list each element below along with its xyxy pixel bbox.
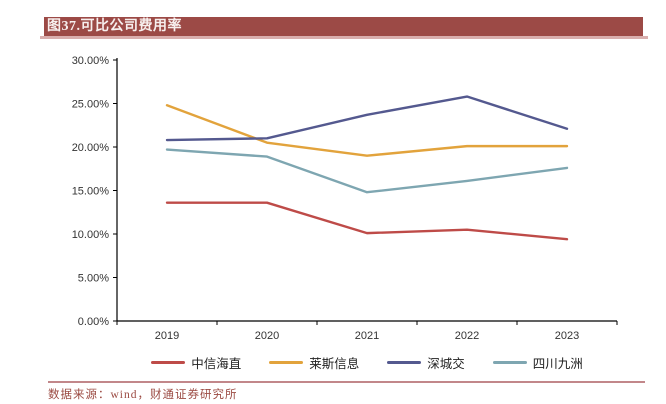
y-tick-label: 20.00% xyxy=(72,142,110,154)
y-tick-label: 15.00% xyxy=(72,186,110,198)
x-tick-label: 2020 xyxy=(255,330,279,342)
legend-swatch xyxy=(151,361,186,364)
y-tick-label: 5.00% xyxy=(78,273,109,285)
y-tick-label: 30.00% xyxy=(72,55,110,67)
x-tick-label: 2019 xyxy=(155,330,179,342)
legend-item: 中信海直 xyxy=(151,353,241,372)
legend-item: 莱斯信息 xyxy=(269,353,359,372)
legend-label: 中信海直 xyxy=(191,357,242,371)
legend-label: 莱斯信息 xyxy=(309,357,360,371)
legend-item: 四川九洲 xyxy=(492,353,583,372)
figure-title: 图37.可比公司费用率 xyxy=(47,19,182,34)
legend: 中信海直 莱斯信息 深城交 四川九洲 xyxy=(117,353,617,372)
series-line-3 xyxy=(165,148,569,194)
legend-label: 四川九洲 xyxy=(532,357,583,371)
legend-item: 深城交 xyxy=(387,353,465,372)
line-chart-svg: 0.00% 5.00% 10.00% 15.00% 20.00% 25.00% 30.00%… xyxy=(72,55,618,342)
series-line-0 xyxy=(165,201,569,241)
series-line-1 xyxy=(165,104,569,157)
x-tick-label: 2023 xyxy=(555,330,579,342)
legend-swatch xyxy=(492,361,527,364)
y-tick-label: 25.00% xyxy=(72,99,110,111)
legend-swatch xyxy=(269,361,304,364)
y-tick-label: 0.00% xyxy=(78,316,109,328)
legend-label: 深城交 xyxy=(427,357,465,371)
data-source-note: 数据来源：wind，财通证券研究所 xyxy=(48,389,238,401)
legend-swatch xyxy=(387,361,422,364)
figure-title-bar: 图37.可比公司费用率 xyxy=(44,17,643,36)
series-line-2 xyxy=(165,95,569,142)
footer-separator xyxy=(48,381,645,383)
y-tick-label: 10.00% xyxy=(72,229,110,241)
x-tick-label: 2022 xyxy=(455,330,479,342)
x-tick-label: 2021 xyxy=(355,330,379,342)
title-underline xyxy=(40,36,648,39)
